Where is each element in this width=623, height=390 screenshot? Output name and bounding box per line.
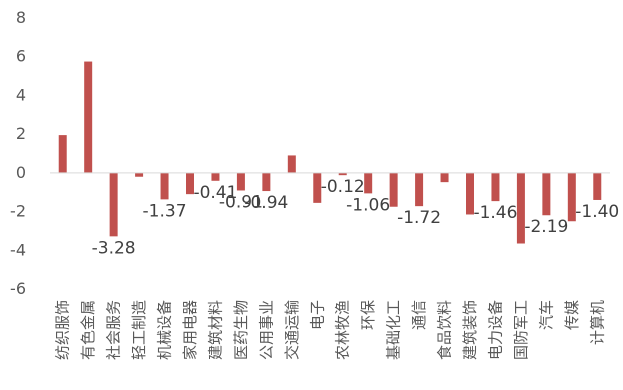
data-label: -1.06 <box>346 195 390 215</box>
category-label: 国防军工 <box>512 300 530 360</box>
category-label: 纺织服饰 <box>54 300 72 360</box>
bar <box>389 172 398 207</box>
category-label: 公用事业 <box>257 300 275 360</box>
bars <box>58 61 602 244</box>
category-label: 基础化工 <box>385 300 403 360</box>
data-label: -1.46 <box>473 203 517 223</box>
category-label: 机械设备 <box>156 300 174 360</box>
category-label: 有色金属 <box>79 300 97 360</box>
bar <box>466 172 474 215</box>
y-tick-label: 6 <box>16 47 26 66</box>
bar <box>135 172 144 177</box>
bar <box>84 61 93 173</box>
bar <box>236 172 245 191</box>
bar <box>262 172 271 192</box>
category-label: 电力设备 <box>486 300 504 360</box>
data-label: -0.41 <box>193 183 237 203</box>
y-tick-label: -4 <box>10 240 26 259</box>
category-label: 计算机 <box>588 300 606 345</box>
category-label: 环保 <box>359 300 377 330</box>
bar <box>364 172 373 194</box>
bar <box>313 172 322 203</box>
data-label: -1.40 <box>575 202 619 222</box>
category-label: 社会服务 <box>105 300 123 360</box>
category-label: 农林牧渔 <box>334 300 352 360</box>
data-label: -2.19 <box>524 217 568 237</box>
category-labels: 纺织服饰 有色金属 社会服务 轻工制造 机械设备 家用电器 建筑材料 医药生物 公用事业 交通运输… <box>54 300 607 360</box>
bar <box>567 172 576 222</box>
category-label: 轻工制造 <box>130 300 148 360</box>
category-label: 传媒 <box>563 300 581 330</box>
y-tick-label: 8 <box>16 8 26 27</box>
category-label: 食品饮料 <box>436 300 454 360</box>
data-labels: -3.28 -1.37 -0.41-0.91-0.94 -0.12-1.06 -1.72… <box>92 177 620 258</box>
bar <box>109 172 118 237</box>
y-tick-label: 4 <box>16 85 26 104</box>
bar <box>542 172 551 216</box>
category-label: 建筑装饰 <box>461 300 479 360</box>
category-label: 交通运输 <box>283 300 301 360</box>
y-tick-label: -6 <box>10 279 26 298</box>
data-label: -3.28 <box>92 238 136 258</box>
data-label: -1.37 <box>143 201 187 221</box>
data-label: -0.12 <box>321 177 365 197</box>
bar <box>186 172 194 195</box>
y-tick-label: 2 <box>16 124 26 143</box>
category-label: 建筑材料 <box>206 300 224 360</box>
bar <box>491 172 500 202</box>
data-label: -0.94 <box>244 193 288 213</box>
bar <box>415 172 424 207</box>
data-label: -0.91 <box>219 192 263 212</box>
category-label: 通信 <box>410 300 428 330</box>
bar <box>440 172 449 183</box>
y-axis: -6 -4 -2 0 2 4 6 8 <box>10 8 26 298</box>
bar <box>516 172 525 244</box>
bar <box>338 172 347 176</box>
bar <box>58 135 67 173</box>
category-label: 电子 <box>308 300 326 330</box>
category-label: 汽车 <box>537 300 555 330</box>
bar <box>287 155 296 173</box>
bar <box>211 172 220 181</box>
y-tick-label: 0 <box>16 163 26 182</box>
bar <box>160 172 169 200</box>
bar <box>593 172 602 200</box>
y-tick-label: -2 <box>10 202 26 221</box>
category-label: 家用电器 <box>181 300 199 360</box>
data-label: -1.72 <box>397 208 441 228</box>
category-label: 医药生物 <box>232 300 250 360</box>
